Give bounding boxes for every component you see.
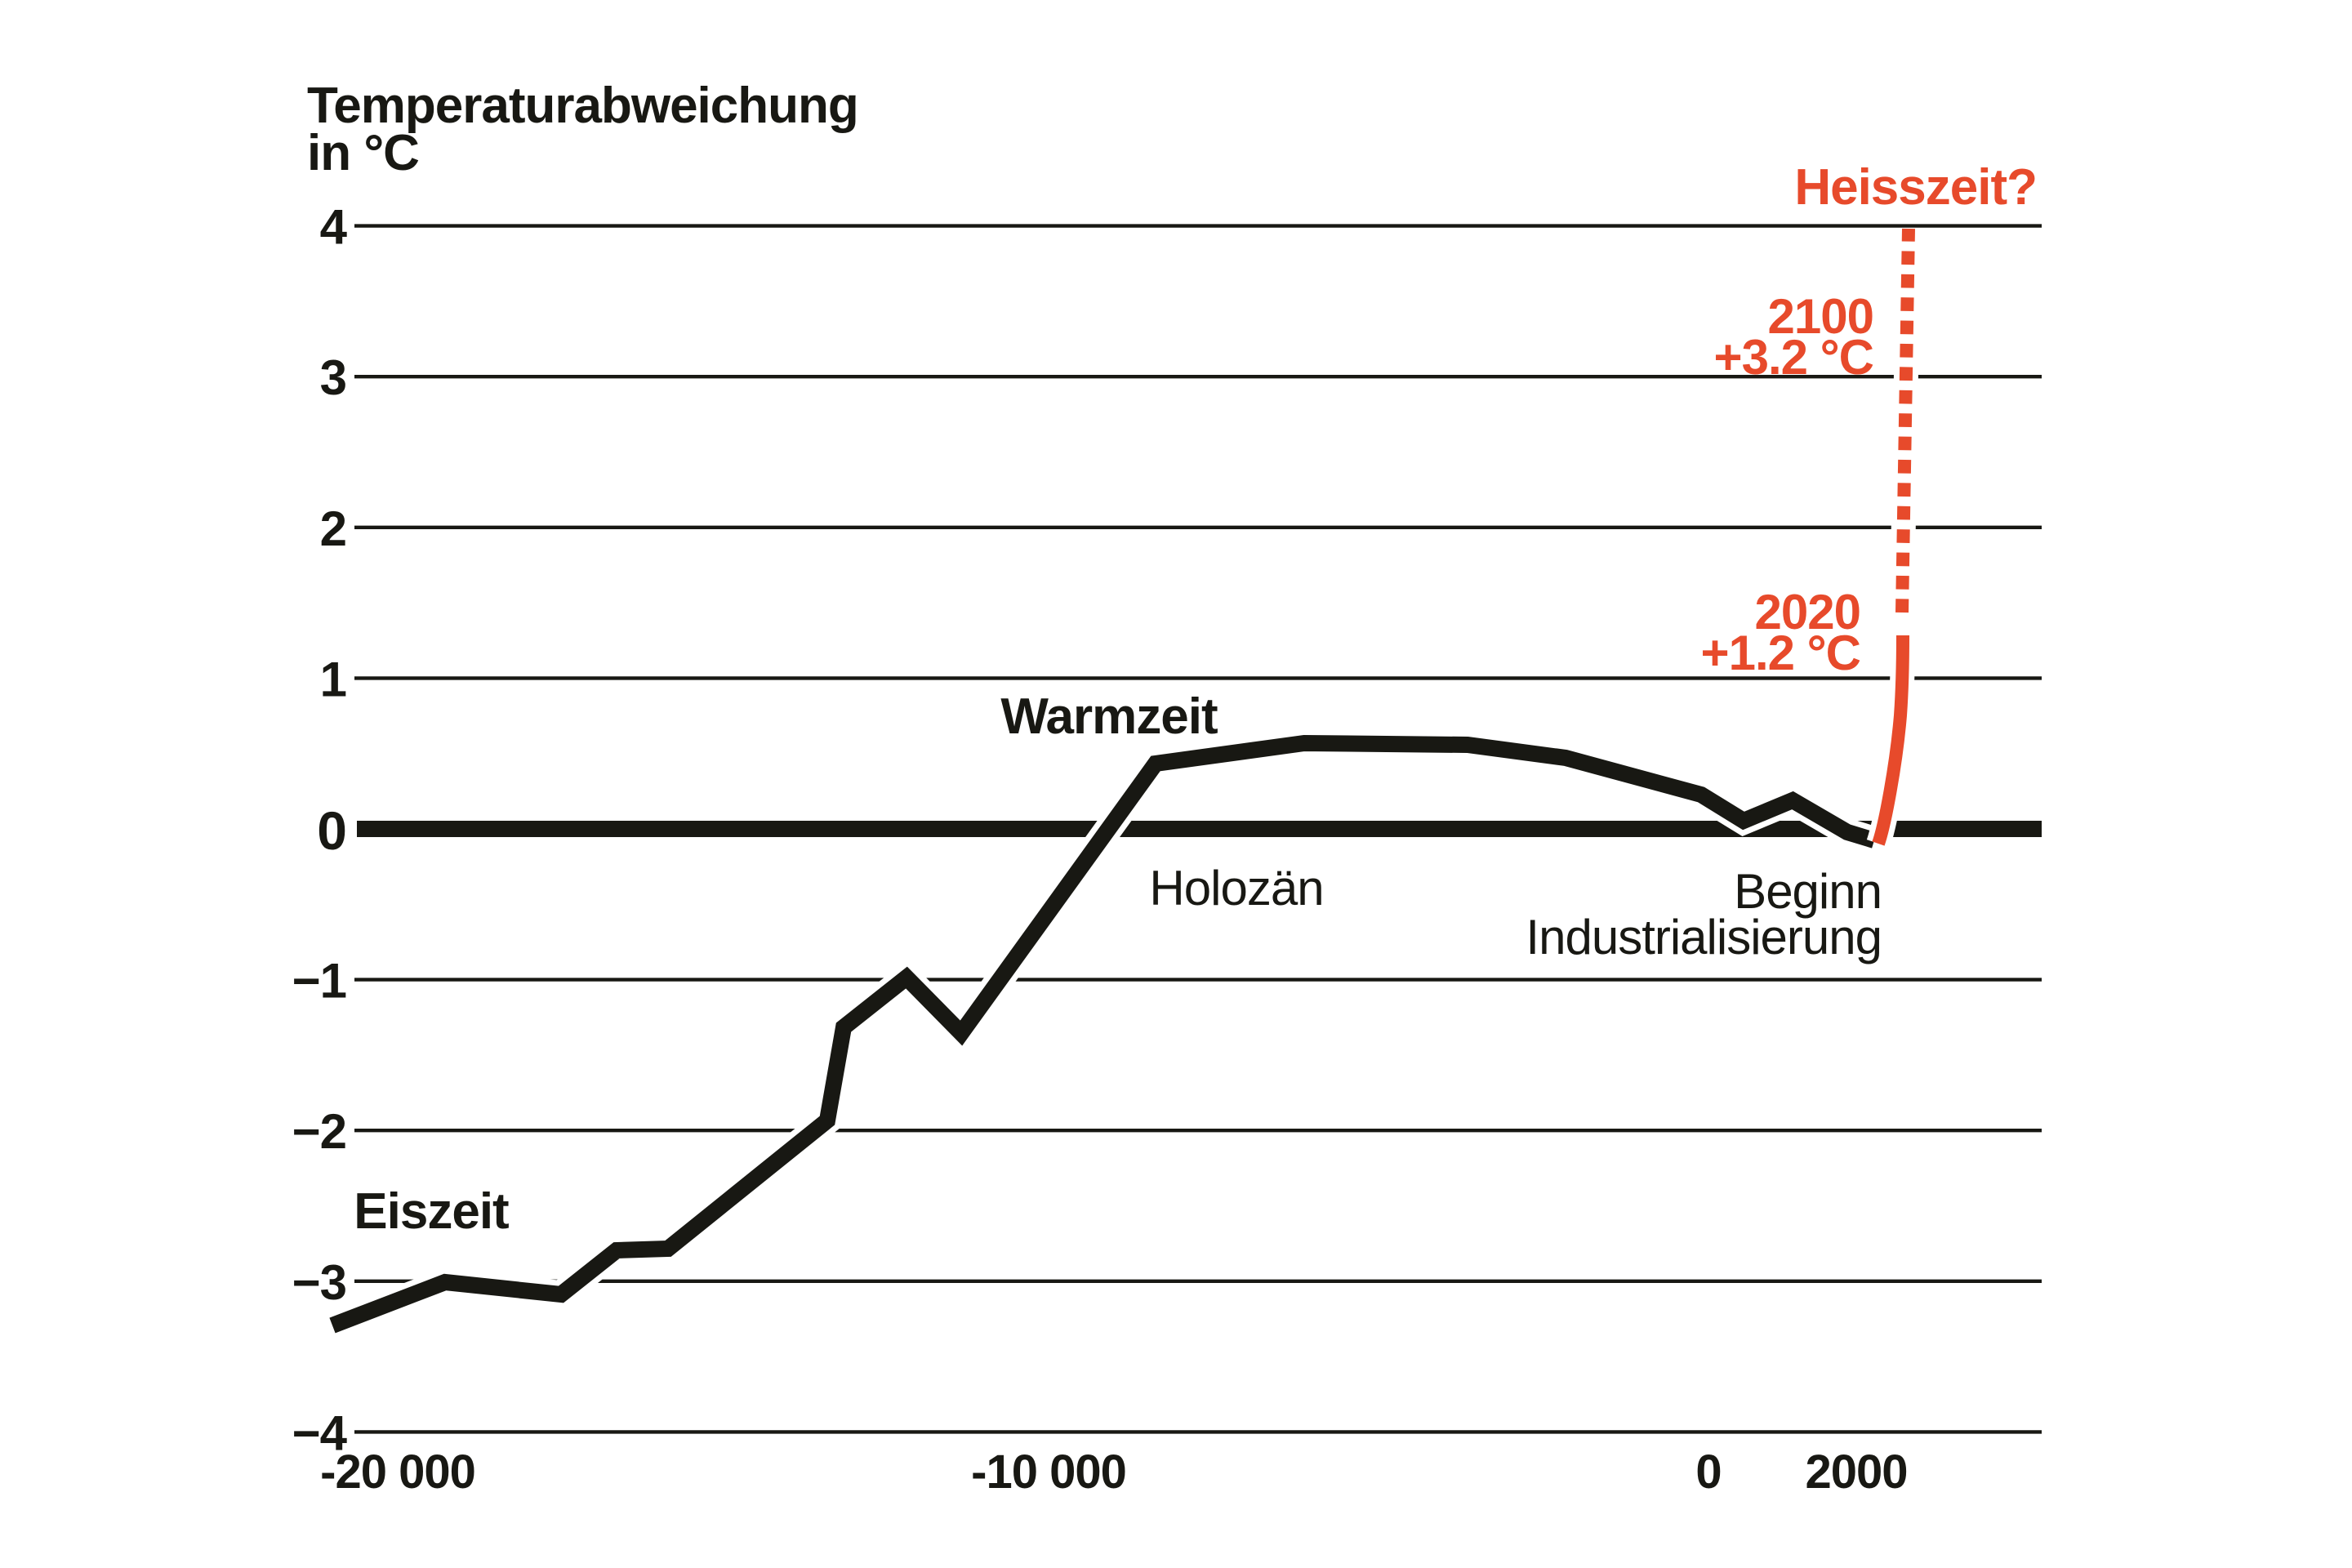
- x-tick-label: -20 000: [320, 1446, 475, 1499]
- label-warmzeit: Warmzeit: [1000, 688, 1218, 745]
- label-beginn-industrialisierung-line2: Industrialisierung: [1526, 910, 1882, 964]
- x-tick-label: 0: [1695, 1446, 1721, 1499]
- chart-title-line1: Temperaturabweichung: [307, 78, 858, 134]
- y-tick-label: −2: [292, 1104, 346, 1159]
- curves: [327, 228, 1921, 1339]
- label-2100-year: 2100: [1768, 289, 1873, 344]
- y-axis-tick-labels: 4 3 2 1 0 −1 −2 −3 −4: [292, 200, 349, 1461]
- label-2020-temp: +1.2 °C: [1701, 626, 1860, 680]
- gridlines: [354, 224, 2042, 1434]
- y-tick-label: 2: [320, 501, 346, 556]
- y-tick-label: 4: [320, 200, 348, 255]
- projection-dashed-line: [1895, 228, 1915, 613]
- y-tick-label: −1: [292, 954, 346, 1009]
- y-tick-label: 3: [320, 350, 346, 405]
- x-tick-label: 2000: [1805, 1446, 1907, 1499]
- label-eiszeit: Eiszeit: [354, 1183, 509, 1240]
- label-holozaen: Holozän: [1149, 861, 1323, 915]
- x-tick-label: -10 000: [971, 1446, 1126, 1499]
- label-beginn-industrialisierung-line1: Beginn: [1734, 864, 1882, 919]
- x-axis-tick-labels: -20 000 -10 000 0 2000: [320, 1446, 1908, 1499]
- temperature-curve: [329, 734, 1877, 1334]
- y-tick-label: −4: [292, 1405, 348, 1460]
- y-tick-label: 0: [317, 800, 346, 861]
- label-2100-temp: +3.2 °C: [1714, 330, 1873, 385]
- y-tick-label: 1: [320, 652, 346, 706]
- label-heisszeit: Heisszeit?: [1794, 159, 2037, 216]
- chart-title-line2: in °C: [307, 125, 419, 181]
- label-2020-year: 2020: [1755, 585, 1860, 639]
- y-tick-label: −3: [292, 1255, 346, 1310]
- warming-spike: [1872, 635, 1909, 846]
